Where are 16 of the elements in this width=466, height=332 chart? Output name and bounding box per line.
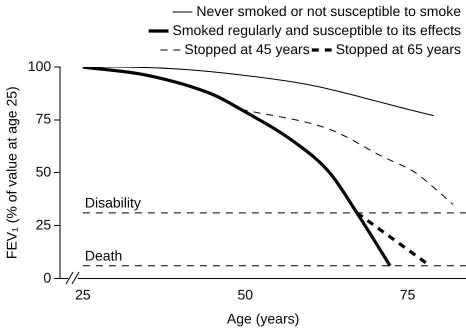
y-tick-label: 100 bbox=[28, 58, 52, 74]
x-tick-label: 50 bbox=[237, 286, 254, 303]
y-tick-label: 50 bbox=[36, 164, 52, 180]
y-tick-label: 0 bbox=[43, 269, 52, 286]
x-tick-label: 25 bbox=[75, 286, 91, 303]
legend-label: Never smoked or not susceptible to smoke bbox=[196, 2, 462, 19]
ref-line-label: Death bbox=[84, 248, 122, 264]
y-tick-label: 75 bbox=[36, 110, 52, 127]
y-tick-label: 25 bbox=[36, 216, 52, 232]
ref-line-label: Disability bbox=[84, 194, 141, 211]
x-tick-label: 75 bbox=[400, 286, 416, 303]
legend-label: Stopped at 65 years bbox=[336, 40, 462, 57]
legend-label: Smoked regularly and susceptible to its effects bbox=[172, 22, 462, 38]
x-axis-title: Age (years) bbox=[226, 310, 300, 326]
legend-label: Stopped at 45 years bbox=[184, 40, 310, 57]
y-axis-title: FEV₁ (% of value at age 25) bbox=[3, 86, 20, 260]
